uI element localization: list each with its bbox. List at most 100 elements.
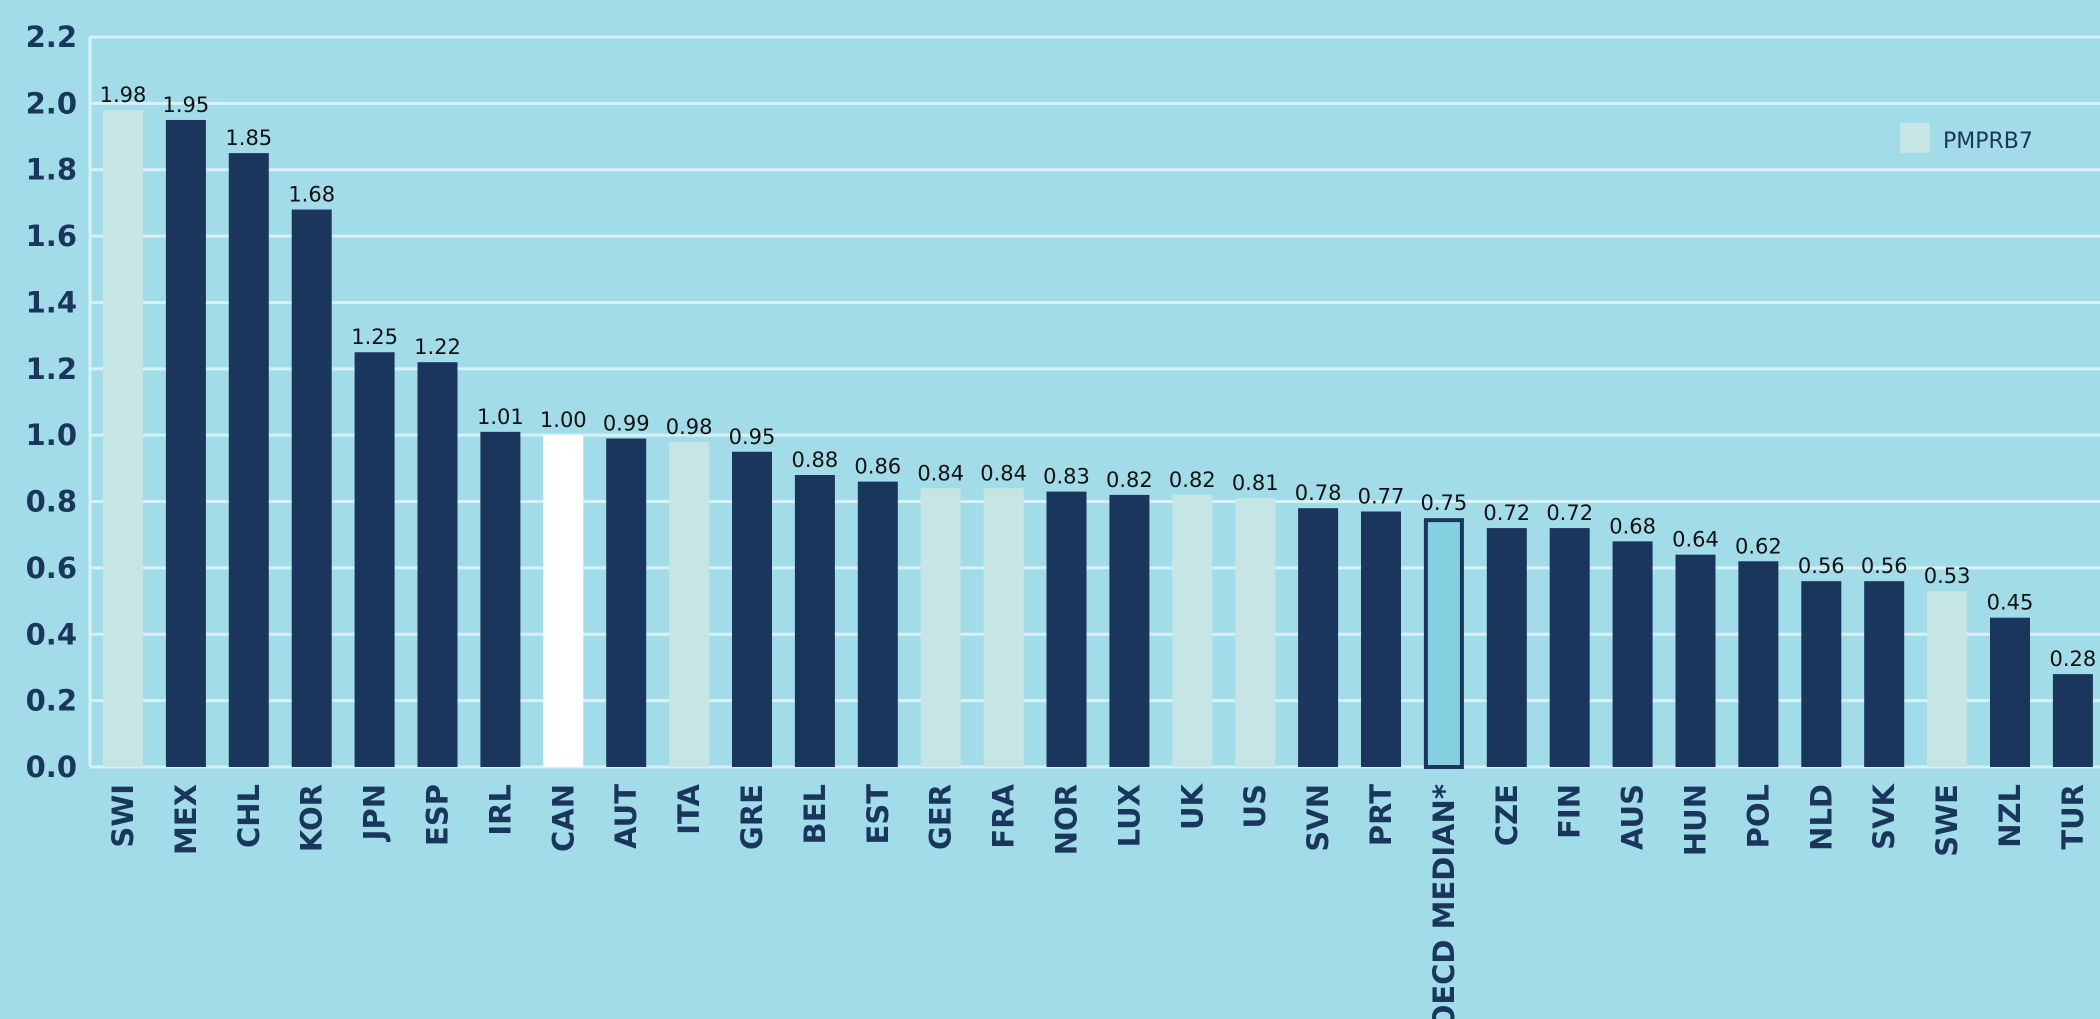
bar-svn — [1298, 508, 1339, 767]
bar-gre — [732, 451, 772, 767]
bar-aus — [1612, 541, 1653, 767]
bar-nor — [1046, 491, 1087, 767]
data-label: 1.98 — [100, 83, 147, 107]
bar-us — [1235, 498, 1276, 767]
bar-swi — [103, 110, 143, 767]
bar-prt — [1361, 511, 1401, 767]
y-tick-label: 1.2 — [26, 352, 77, 386]
bar-cze — [1486, 528, 1527, 767]
data-label: 0.64 — [1672, 528, 1719, 552]
x-tick-label: TUR — [2056, 784, 2090, 850]
x-tick-label: NLD — [1804, 784, 1838, 851]
x-tick-label: ITA — [672, 783, 706, 834]
bar-ita — [669, 441, 710, 767]
x-tick-label: UK — [1175, 782, 1209, 830]
legend-swatch-pmprb7 — [1900, 123, 1930, 153]
x-tick-label: FIN — [1553, 784, 1587, 839]
x-tick-label: NZL — [1993, 784, 2027, 848]
bar-svk — [1864, 581, 1905, 767]
x-tick-label: EST — [861, 784, 895, 845]
data-label: 1.22 — [414, 335, 461, 359]
y-axis: 0.0 0.2 0.4 0.6 0.8 1.0 1.2 1.4 1.6 1.8 2.0 2.2 — [26, 20, 92, 784]
data-label: 0.75 — [1421, 491, 1468, 515]
y-tick-label: 0.2 — [26, 684, 77, 718]
x-tick-label: HUN — [1679, 784, 1713, 856]
bar-can — [543, 435, 584, 767]
data-label: 0.78 — [1295, 481, 1342, 505]
data-label: 0.99 — [603, 412, 650, 436]
data-label: 0.62 — [1735, 534, 1782, 558]
data-label: 0.81 — [1232, 471, 1279, 495]
y-tick-label: 1.8 — [26, 153, 77, 187]
x-tick-label: CZE — [1490, 784, 1524, 846]
data-label: 0.45 — [1987, 591, 2034, 615]
bar-hun — [1675, 554, 1716, 767]
data-label: 1.01 — [477, 405, 524, 429]
bar-nld — [1801, 581, 1842, 767]
data-label: 0.68 — [1609, 514, 1656, 538]
x-tick-label: CHL — [232, 784, 266, 848]
bar-chl — [228, 153, 269, 768]
x-tick-label: BEL — [798, 784, 832, 844]
data-label: 0.72 — [1546, 501, 1593, 525]
x-tick-label: MEX — [169, 784, 203, 855]
y-tick-label: 1.6 — [26, 219, 77, 253]
data-label: 0.53 — [1924, 564, 1971, 588]
data-label: 0.72 — [1483, 501, 1530, 525]
y-tick-label: 1.0 — [26, 418, 77, 452]
x-tick-label: LUX — [1112, 784, 1146, 847]
data-label: 0.88 — [792, 448, 839, 472]
x-tick-label: NOR — [1050, 784, 1084, 855]
data-label: 0.77 — [1358, 485, 1405, 509]
data-label: 1.68 — [288, 183, 335, 207]
bar-uk — [1172, 494, 1213, 767]
bar-est — [857, 481, 898, 767]
bar-pol — [1738, 561, 1779, 767]
data-label: 0.82 — [1169, 468, 1216, 492]
x-tick-label: SVN — [1301, 784, 1335, 852]
y-tick-label: 0.4 — [26, 617, 77, 651]
data-label: 1.00 — [540, 408, 587, 432]
x-tick-label: AUT — [609, 784, 643, 849]
data-label: 1.95 — [163, 93, 210, 117]
bar-aut — [606, 438, 647, 767]
y-tick-label: 1.4 — [26, 285, 77, 319]
bar-nzl — [1990, 617, 2030, 767]
x-tick-label: SWI — [106, 784, 140, 848]
x-tick-label: KOR — [295, 784, 329, 852]
data-label: 0.95 — [729, 425, 776, 449]
data-label: 0.28 — [2050, 647, 2097, 671]
y-tick-label: 0.8 — [26, 485, 77, 519]
bars — [103, 110, 2093, 769]
x-tick-label: IRL — [483, 784, 517, 836]
bar-fra — [983, 488, 1024, 767]
x-tick-label: OECD MEDIAN* — [1427, 784, 1461, 1019]
data-labels: 1.98 1.95 1.85 1.68 1.25 1.22 1.01 1.00 0.99 0.98… — [100, 83, 2097, 671]
data-label: 0.82 — [1106, 468, 1153, 492]
bar-jpn — [354, 352, 395, 767]
data-label: 0.56 — [1798, 554, 1845, 578]
bar-mex — [165, 119, 206, 768]
data-label: 0.56 — [1861, 554, 1908, 578]
x-axis: SWI MEX CHL KOR JPN ESP IRL CAN AUT ITA GRE BEL EST G… — [106, 782, 2090, 1019]
x-tick-label: SVK — [1867, 782, 1901, 849]
data-label: 1.85 — [225, 126, 272, 150]
x-tick-label: PRT — [1364, 784, 1398, 846]
data-label: 0.84 — [917, 461, 964, 485]
x-tick-label: SWE — [1930, 784, 1964, 857]
bar-kor — [291, 209, 332, 767]
y-tick-label: 0.0 — [26, 750, 77, 784]
bar-fin — [1549, 528, 1590, 767]
y-tick-label: 2.2 — [26, 20, 77, 54]
x-tick-label: AUS — [1616, 784, 1650, 850]
x-tick-label: US — [1238, 784, 1272, 828]
y-tick-label: 2.0 — [26, 86, 77, 120]
bar-tur — [2052, 674, 2093, 767]
data-label: 1.25 — [351, 325, 398, 349]
x-tick-label: POL — [1741, 784, 1775, 848]
x-tick-label: ESP — [421, 784, 455, 846]
x-tick-label: GER — [924, 784, 958, 850]
x-tick-label: CAN — [546, 784, 580, 852]
